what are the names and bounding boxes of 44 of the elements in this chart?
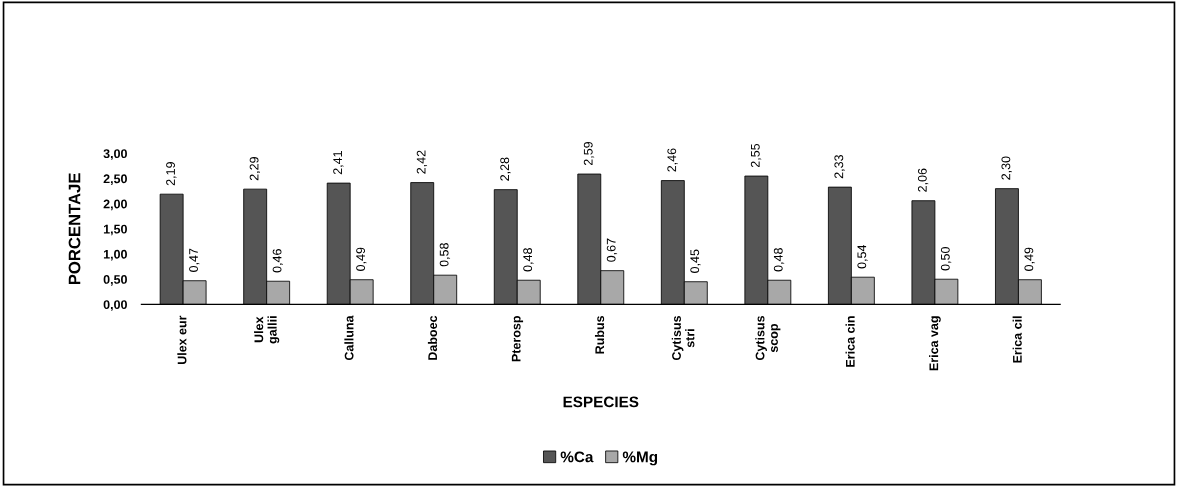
x-tick-label: Erica vag xyxy=(929,316,941,371)
data-label: 0,48 xyxy=(523,248,534,272)
data-label: 2,30 xyxy=(1001,156,1012,180)
data-label: 0,49 xyxy=(1024,247,1035,271)
y-tick-label: 3,00 xyxy=(103,149,127,160)
data-label: 0,67 xyxy=(606,238,618,262)
data-label: 0,48 xyxy=(773,248,785,272)
x-tick-label: Cytisus scop xyxy=(755,316,781,361)
data-label: 2,41 xyxy=(333,151,344,175)
data-label: 2,59 xyxy=(583,141,595,166)
data-label: 0,45 xyxy=(690,249,701,273)
y-axis-title: PORCENTAJE xyxy=(68,173,81,285)
data-label: 2,55 xyxy=(750,143,762,168)
y-tick-label: 1,00 xyxy=(103,249,127,261)
data-label: 2,29 xyxy=(249,157,260,181)
x-tick-label: Cytisus stri xyxy=(671,316,695,361)
data-label: 0,49 xyxy=(356,247,367,271)
x-tick-label: Daboec xyxy=(427,315,438,360)
data-label: 0,46 xyxy=(272,249,283,273)
x-tick-label: Pterosp xyxy=(511,316,524,362)
y-tick-label: 1,50 xyxy=(103,224,127,236)
data-label: 0,58 xyxy=(439,243,451,267)
data-label: 2,06 xyxy=(917,168,929,192)
legend-label: %Mg xyxy=(622,451,658,466)
y-tick-label: 0,00 xyxy=(103,300,127,311)
y-tick-label: 0,50 xyxy=(103,275,127,286)
legend-label: %Ca xyxy=(560,451,594,463)
x-tick-label: Erica cin xyxy=(845,316,855,367)
data-label: 2,33 xyxy=(834,155,845,179)
x-tick-label: Erica cil xyxy=(1012,316,1022,363)
data-label: 0,47 xyxy=(189,248,200,272)
y-tick-label: 2,00 xyxy=(103,199,127,211)
x-tick-label: Rubus xyxy=(594,316,605,354)
x-tick-label: Calluna xyxy=(344,315,354,361)
data-label: 2,42 xyxy=(416,150,428,174)
data-label: 2,28 xyxy=(500,157,511,181)
data-label: 0,54 xyxy=(857,244,868,269)
data-label: 2,46 xyxy=(667,148,678,172)
y-tick-label: 2,50 xyxy=(103,174,127,186)
x-axis-title: ESPECIES xyxy=(563,396,639,408)
data-label: 2,19 xyxy=(166,162,177,186)
x-tick-label: Ulex gallii xyxy=(254,316,280,344)
data-label: 0,50 xyxy=(940,247,952,271)
x-tick-label: Ulex eur xyxy=(177,315,187,365)
